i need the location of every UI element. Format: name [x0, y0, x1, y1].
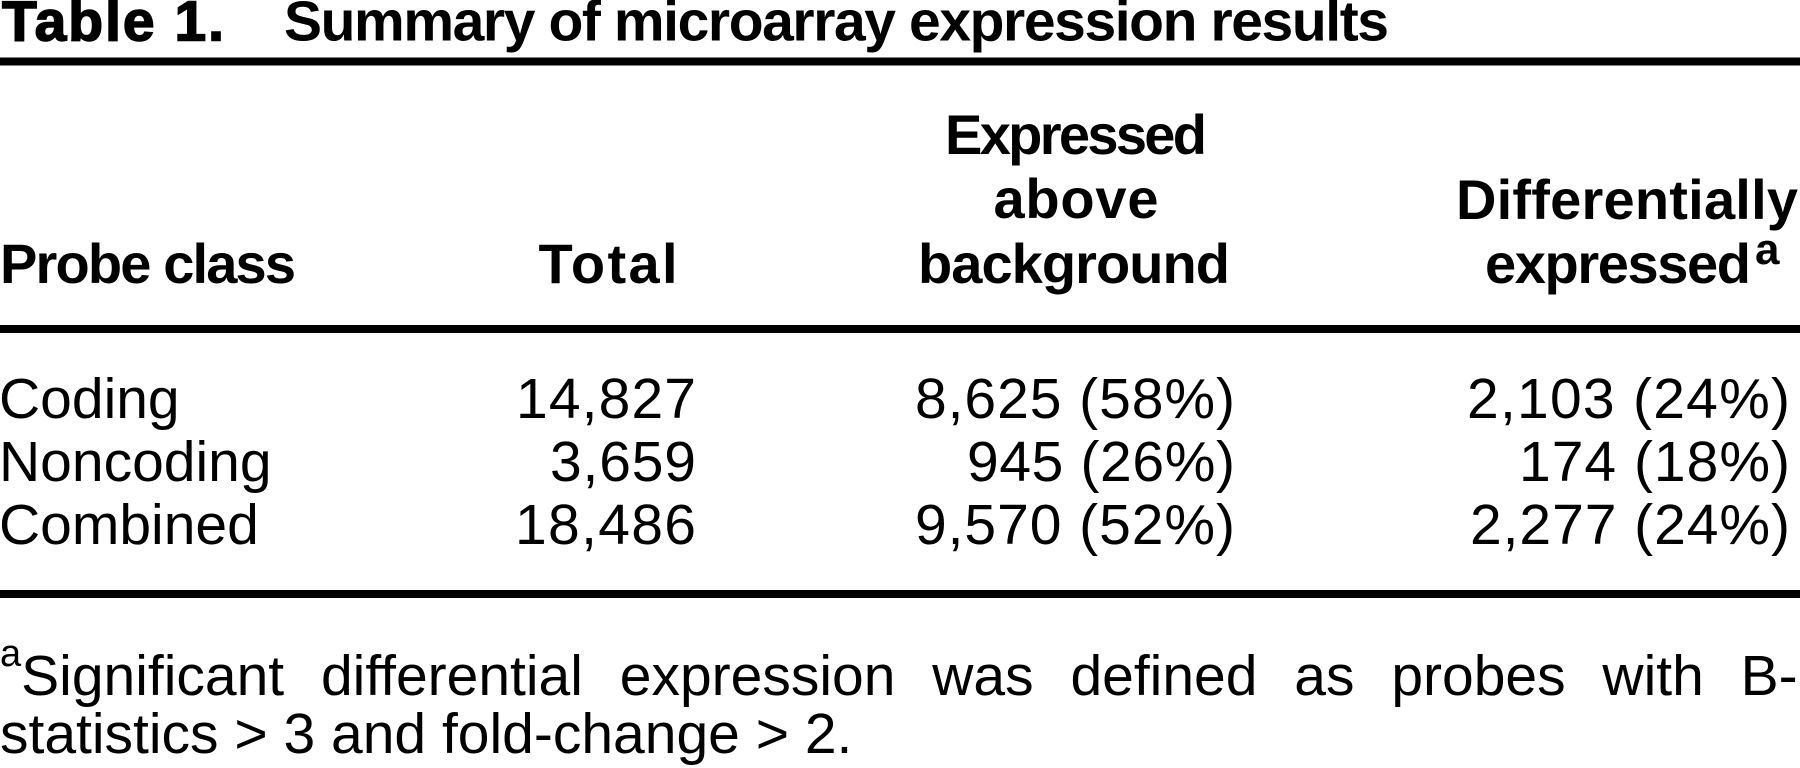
svg-text:Table 1.: Table 1.	[2, 0, 224, 54]
svg-text:174 (18%): 174 (18%)	[1519, 430, 1790, 494]
svg-text:Expressed: Expressed	[945, 103, 1207, 166]
svg-text:Summary of microarray expressi: Summary of microarray expression results	[284, 0, 1389, 54]
svg-text:Coding: Coding	[0, 367, 180, 431]
svg-text:above: above	[994, 167, 1159, 230]
svg-text:aSignificant differential expr: aSignificant differential expression was…	[0, 633, 1798, 708]
svg-text:2,277 (24%): 2,277 (24%)	[1470, 493, 1790, 557]
svg-text:18,486: 18,486	[515, 493, 696, 557]
svg-text:14,827: 14,827	[516, 367, 696, 431]
svg-text:expressed: expressed	[1485, 232, 1751, 295]
svg-text:a: a	[1755, 225, 1780, 274]
svg-text:2,103 (24%): 2,103 (24%)	[1467, 367, 1790, 431]
svg-text:9,570 (52%): 9,570 (52%)	[915, 493, 1235, 557]
svg-text:945 (26%): 945 (26%)	[967, 430, 1235, 494]
svg-text:8,625 (58%): 8,625 (58%)	[915, 367, 1235, 431]
svg-text:statistics > 3 and fold-change: statistics > 3 and fold-change > 2.	[0, 702, 852, 766]
svg-text:background: background	[918, 232, 1230, 295]
svg-text:Differentially: Differentially	[1456, 168, 1798, 231]
svg-text:Combined: Combined	[0, 493, 259, 557]
svg-text:Probe class: Probe class	[0, 232, 296, 295]
svg-text:Total: Total	[539, 232, 678, 295]
svg-text:3,659: 3,659	[550, 430, 696, 494]
svg-text:Noncoding: Noncoding	[0, 430, 272, 494]
